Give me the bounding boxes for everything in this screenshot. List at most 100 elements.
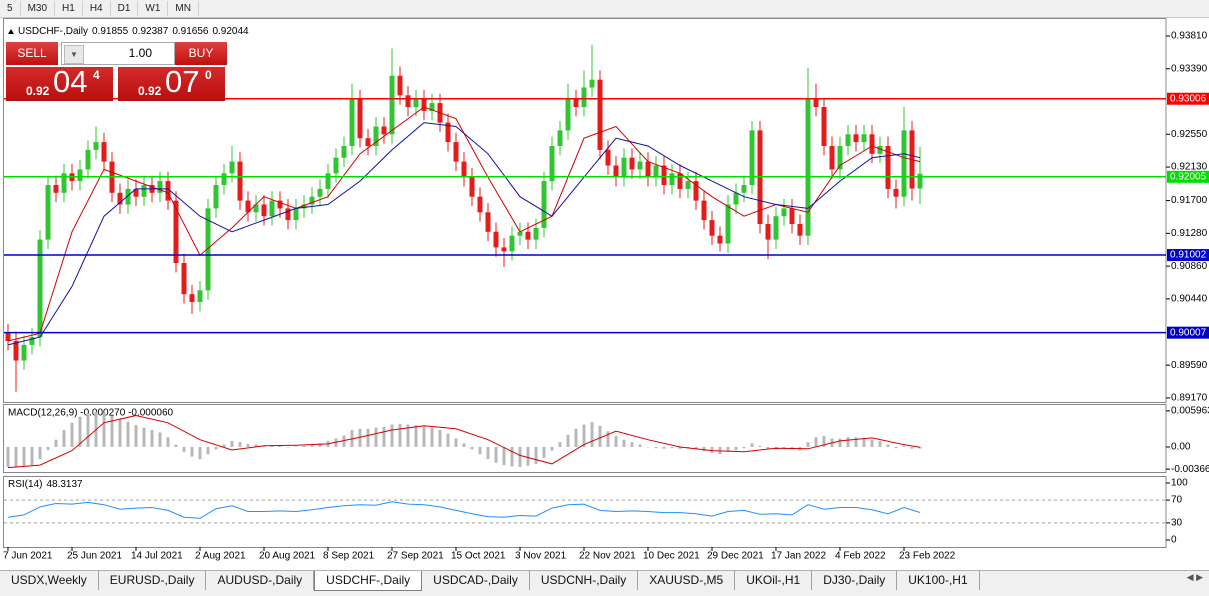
candle-body	[293, 208, 299, 221]
macd-bar	[886, 444, 890, 447]
macd-bar	[878, 440, 882, 447]
candle-body	[501, 247, 507, 252]
macd-bar	[150, 430, 154, 447]
price-label: 0.93006	[1170, 93, 1207, 104]
chart-tab[interactable]: USDCNH-,Daily	[530, 571, 639, 590]
macd-bar	[726, 446, 730, 452]
timeframe-button[interactable]: H1	[55, 1, 83, 16]
candle-body	[477, 196, 483, 213]
candle-body	[173, 200, 179, 264]
timeframe-button[interactable]: MN	[168, 1, 199, 16]
candle-body	[549, 146, 555, 182]
y-tick-label: 0.90440	[1171, 294, 1208, 305]
candle-body	[717, 235, 723, 244]
timeframe-button[interactable]: H4	[83, 1, 111, 16]
candle-body	[405, 95, 411, 107]
y-tick-label: 0.00	[1171, 442, 1191, 453]
macd-bar	[694, 446, 698, 450]
macd-bar	[78, 416, 82, 447]
candle-body	[485, 212, 491, 232]
macd-bar	[342, 435, 346, 447]
price-label: 0.92005	[1170, 171, 1207, 182]
candle-body	[349, 99, 355, 146]
candle-body	[189, 294, 195, 303]
timeframe-button[interactable]: M30	[21, 1, 56, 16]
timeframe-button[interactable]: D1	[111, 1, 139, 16]
candle-body	[805, 99, 811, 236]
y-tick-label: 0.005963	[1171, 406, 1209, 417]
collapse-icon	[8, 29, 14, 34]
macd-bar	[758, 445, 762, 447]
macd-bar	[742, 446, 746, 449]
chart-tab[interactable]: AUDUSD-,Daily	[206, 571, 315, 590]
candle-body	[629, 157, 635, 170]
macd-bar	[246, 443, 250, 447]
lot-value: 1.00	[128, 46, 152, 60]
candle-body	[853, 134, 859, 143]
chart-tab[interactable]: XAUUSD-,M5	[638, 571, 736, 590]
buy-price-big-figure: 0.92	[138, 84, 162, 98]
timeframe-button[interactable]: W1	[138, 1, 169, 16]
signal-line	[7, 414, 921, 469]
candle-body	[237, 161, 243, 201]
lot-decrease[interactable]: ▼	[64, 45, 84, 64]
y-tick-label: 0.90860	[1171, 261, 1208, 272]
chart-tab[interactable]: USDCAD-,Daily	[422, 571, 530, 590]
chart-tab[interactable]: USDX,Weekly	[0, 571, 99, 590]
macd-bar	[142, 427, 146, 447]
macd-bar	[710, 446, 714, 454]
x-tick-label: 20 Aug 2021	[259, 551, 316, 562]
candle-body	[797, 224, 803, 236]
lot-input[interactable]: ▼ 1.00	[61, 42, 175, 65]
macd-bar	[662, 446, 666, 449]
macd-bar	[462, 443, 466, 447]
buy-price[interactable]: 0.92 07 0	[118, 64, 225, 101]
macd-bar	[838, 438, 842, 447]
candle-body	[845, 134, 851, 146]
macd-bar	[294, 446, 298, 447]
chart-title: USDCHF-,Daily	[18, 26, 88, 37]
timeframe-button[interactable]: 5	[0, 1, 21, 16]
candle-body	[77, 169, 83, 182]
x-tick-label: 7 Jun 2021	[3, 551, 53, 562]
sell-button[interactable]: SELL	[6, 42, 58, 65]
candle-body	[381, 126, 387, 135]
candle-body	[517, 231, 523, 236]
candle-body	[533, 227, 539, 240]
macd-bar	[534, 446, 538, 464]
macd-bar	[422, 426, 426, 447]
candle-body	[885, 146, 891, 189]
chart-tab[interactable]: DJ30-,Daily	[812, 571, 898, 590]
macd-bar	[918, 446, 922, 449]
y-tick-label: 0.91700	[1171, 195, 1208, 206]
candle-body	[645, 161, 651, 178]
buy-button[interactable]: BUY	[175, 42, 227, 65]
candle-body	[901, 130, 907, 197]
macd-bar	[814, 437, 818, 447]
macd-bar	[598, 425, 602, 447]
x-tick-label: 15 Oct 2021	[451, 551, 506, 562]
candle-body	[413, 99, 419, 107]
x-tick-label: 3 Nov 2021	[515, 551, 567, 562]
macd-bar	[38, 446, 42, 460]
sell-price[interactable]: 0.92 04 4	[6, 64, 113, 101]
candle-body	[5, 333, 11, 342]
chart-tab[interactable]: UKOil-,H1	[735, 571, 813, 590]
macd-bar	[430, 427, 434, 447]
candle-body	[101, 142, 107, 162]
chart-tab[interactable]: USDCHF-,Daily	[314, 571, 423, 591]
macd-bar	[566, 434, 570, 447]
macd-bar	[910, 446, 914, 449]
macd-bar	[846, 437, 850, 447]
candle-body	[725, 204, 731, 244]
macd-bar	[822, 436, 826, 447]
x-tick-label: 2 Aug 2021	[195, 551, 246, 562]
candle-body	[309, 196, 315, 205]
ohlc-value: 0.91855	[92, 26, 129, 37]
tab-scroll[interactable]: ◀ ▶	[1186, 572, 1203, 582]
price-label-box	[1167, 326, 1209, 339]
chart-tab[interactable]: UK100-,H1	[897, 571, 980, 590]
macd-bar	[254, 444, 258, 447]
chart-tab[interactable]: EURUSD-,Daily	[99, 571, 207, 590]
